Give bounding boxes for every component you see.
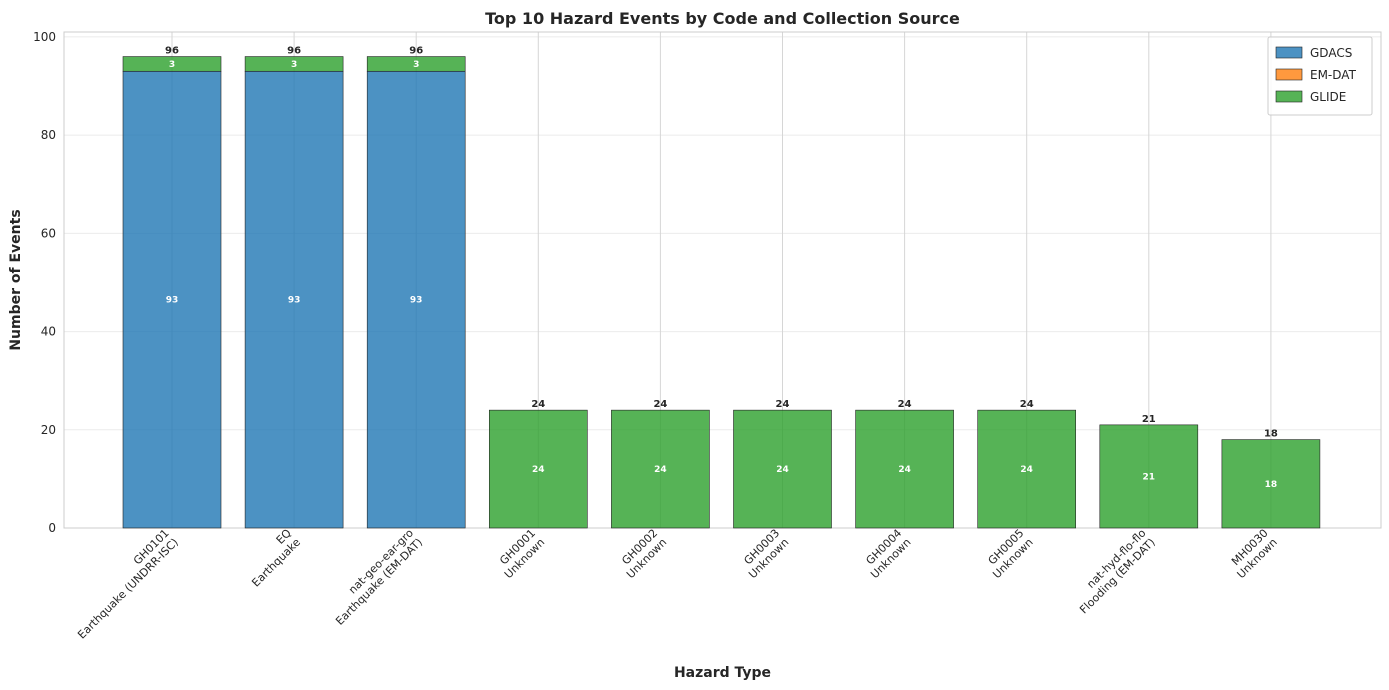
x-axis-title: Hazard Type — [674, 665, 771, 681]
y-axis-title: Number of Events — [8, 209, 24, 350]
y-tick-label: 80 — [41, 128, 56, 142]
segment-value-label: 24 — [654, 465, 667, 475]
segment-value-label: 3 — [169, 60, 175, 70]
bar-segment-gdacs — [244, 70, 344, 529]
bar-segment-glide — [977, 409, 1077, 529]
legend-label-glide: GLIDE — [1310, 90, 1346, 104]
legend-swatch-em-dat — [1275, 68, 1303, 81]
bar-segment-glide — [366, 56, 466, 72]
bar-total-label: 24 — [1020, 399, 1034, 410]
y-tick-label: 60 — [41, 226, 56, 240]
bar-segment-glide — [733, 409, 832, 529]
chart-title: Top 10 Hazard Events by Code and Collect… — [485, 9, 960, 28]
bar-segment-glide — [244, 56, 344, 72]
y-tick-label: 100 — [33, 30, 56, 44]
legend-label-gdacs: GDACS — [1310, 46, 1352, 60]
segment-value-label: 3 — [413, 60, 419, 70]
bar-total-label: 18 — [1264, 429, 1278, 440]
bar-segment-glide — [488, 409, 588, 529]
segment-value-label: 21 — [1143, 472, 1156, 482]
bar-segment-glide — [122, 56, 222, 72]
bar-segment-glide — [1221, 439, 1321, 529]
segment-value-label: 18 — [1265, 480, 1278, 490]
bar-segment-gdacs — [366, 70, 466, 529]
bar-total-label: 24 — [531, 399, 545, 410]
segment-value-label: 3 — [291, 60, 297, 70]
bar-total-label: 96 — [165, 46, 179, 57]
y-tick-label: 0 — [48, 521, 56, 535]
y-axis-ticks: 0 20 40 60 80 100 — [33, 30, 56, 535]
bar-segment-gdacs — [122, 70, 222, 529]
legend: GDACS EM-DAT GLIDE — [1267, 36, 1373, 116]
y-tick-label: 20 — [41, 423, 56, 437]
plot-frame — [63, 31, 1382, 529]
bar-total-label: 24 — [776, 399, 790, 410]
bar-total-label: 96 — [409, 46, 423, 57]
bar-total-label: 21 — [1142, 414, 1156, 425]
bar-total-label: 24 — [898, 399, 912, 410]
legend-swatch-gdacs — [1275, 46, 1303, 59]
segment-value-label: 93 — [410, 296, 423, 306]
segment-value-label: 24 — [898, 465, 911, 475]
bar-segment-glide — [611, 409, 710, 529]
x-tick-line: Earthquake — [249, 536, 303, 590]
labels-layer: 93 3 96 93 3 96 93 3 96 24 24 24 24 24 24 24 24 24 24 21 21 1… — [165, 46, 1278, 490]
segment-value-label: 24 — [1020, 465, 1033, 475]
bar-segment-glide — [855, 409, 954, 529]
x-tick-line: Earthquake (EM-DAT) — [333, 536, 425, 628]
segment-value-label: 93 — [288, 296, 301, 306]
bars-layer — [122, 56, 1321, 529]
legend-label-em-dat: EM-DAT — [1310, 68, 1357, 82]
segment-value-label: 24 — [776, 465, 789, 475]
legend-swatch-glide — [1275, 90, 1303, 103]
x-tick-line: Earthquake (UNDRR-ISC) — [75, 536, 181, 642]
bar-total-label: 96 — [287, 46, 301, 57]
segment-value-label: 93 — [166, 296, 179, 306]
y-tick-label: 40 — [41, 325, 56, 339]
bar-total-label: 24 — [653, 399, 667, 410]
bar-segment-glide — [1099, 424, 1199, 529]
segment-value-label: 24 — [532, 465, 545, 475]
